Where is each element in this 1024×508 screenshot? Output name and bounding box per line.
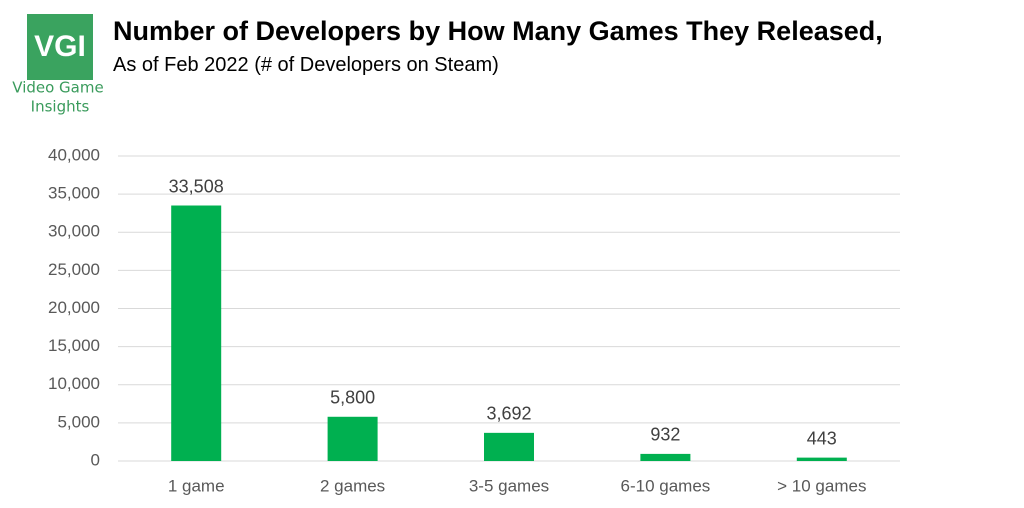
x-tick-label: 2 games	[320, 476, 385, 495]
logo-caption: Insights	[31, 98, 90, 116]
data-label: 932	[650, 425, 680, 445]
logo-text: VGI	[34, 30, 86, 63]
chart-subtitle: As of Feb 2022 (# of Developers on Steam…	[113, 54, 499, 76]
y-tick-label: 0	[91, 450, 100, 469]
x-tick-label: 1 game	[168, 476, 225, 495]
data-label: 3,692	[486, 404, 531, 424]
chart-title: Number of Developers by How Many Games T…	[113, 16, 883, 46]
bar	[796, 457, 847, 461]
data-label: 5,800	[330, 388, 375, 408]
data-label: 443	[807, 428, 837, 448]
x-tick-label: 6-10 games	[621, 476, 711, 495]
bar	[327, 416, 378, 461]
y-tick-label: 30,000	[48, 222, 100, 241]
bar	[171, 205, 222, 461]
y-tick-label: 15,000	[48, 336, 100, 355]
x-tick-label: > 10 games	[777, 476, 866, 495]
bar	[484, 432, 534, 461]
bar	[640, 453, 691, 461]
y-tick-label: 20,000	[48, 298, 100, 317]
logo-caption: Video Game	[12, 79, 103, 97]
y-tick-label: 40,000	[48, 145, 100, 164]
logo-box	[27, 14, 93, 80]
data-label: 33,508	[169, 176, 224, 196]
x-tick-label: 3-5 games	[469, 476, 549, 495]
y-tick-label: 10,000	[48, 374, 100, 393]
y-tick-label: 25,000	[48, 260, 100, 279]
y-tick-label: 35,000	[48, 184, 100, 203]
y-tick-label: 5,000	[57, 412, 100, 431]
